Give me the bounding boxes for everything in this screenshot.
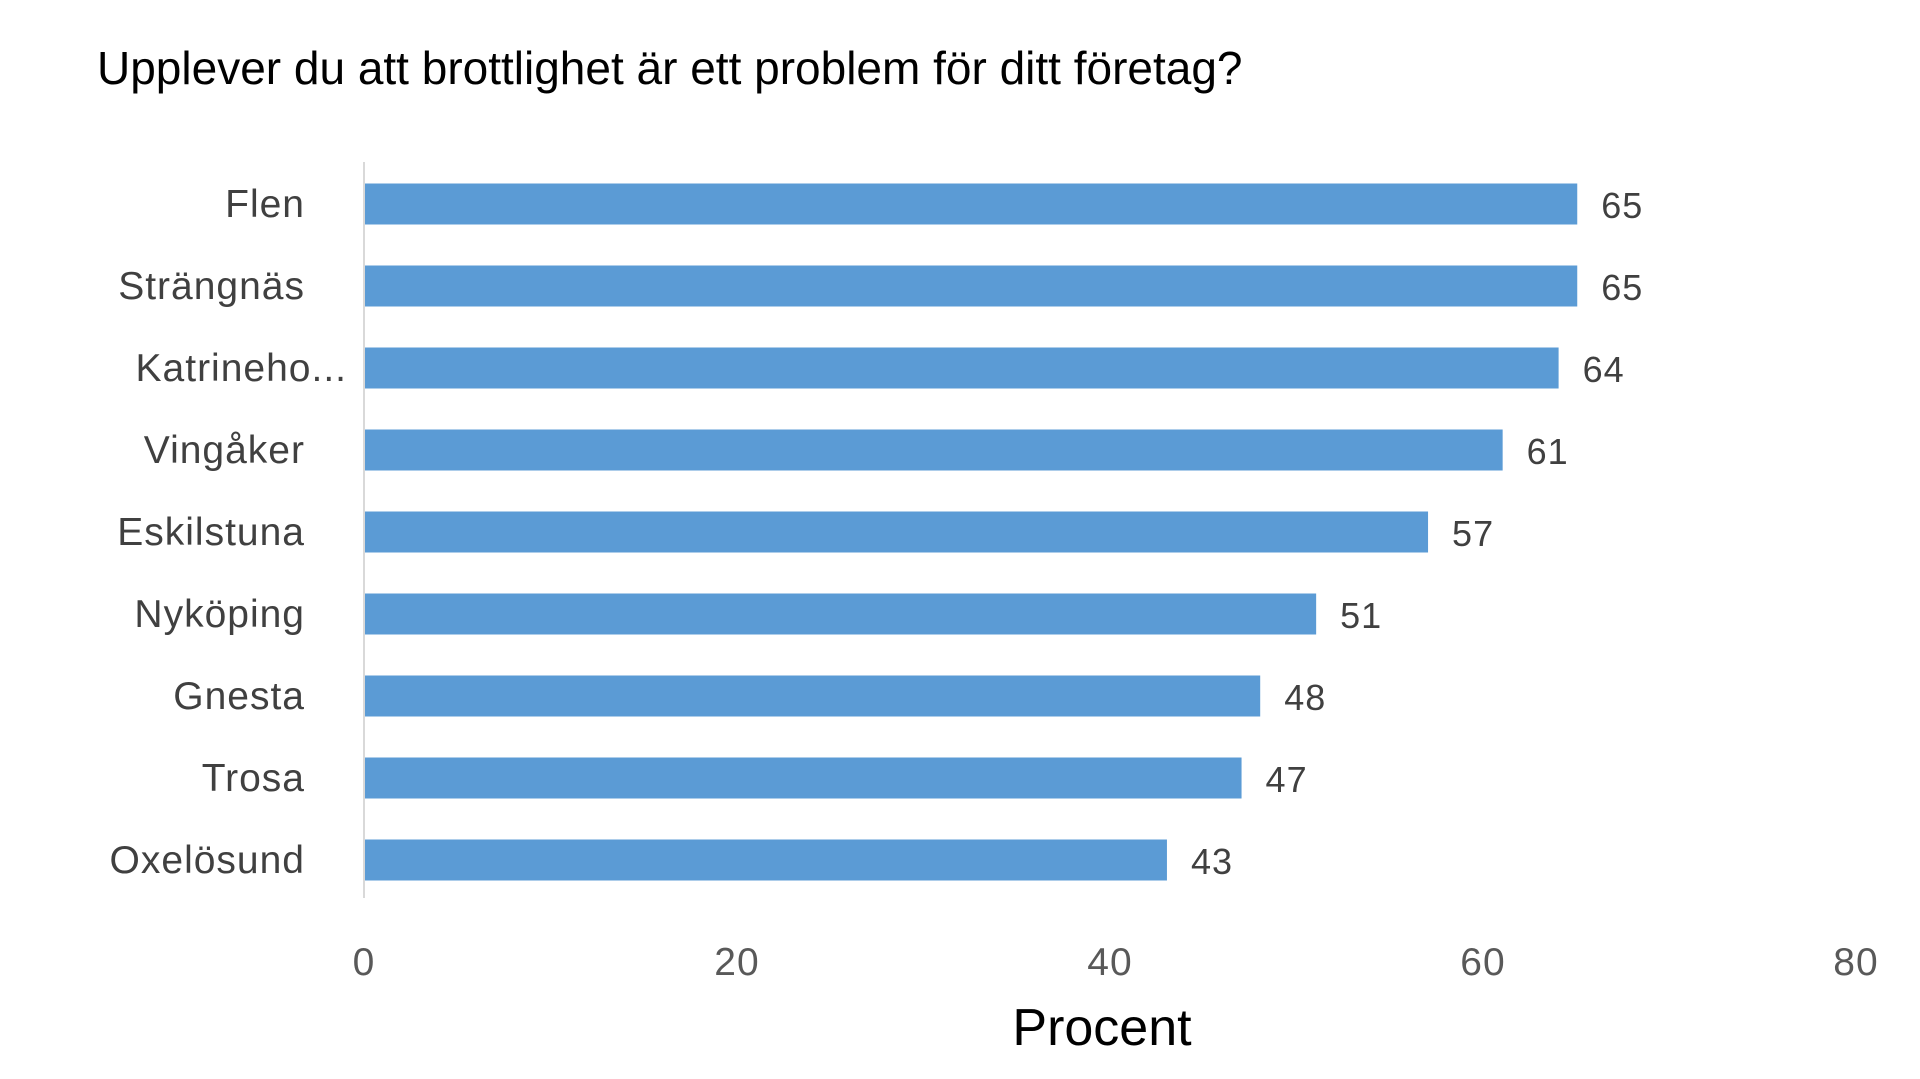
x-tick-label: 40 (1087, 941, 1132, 984)
x-axis-label: Procent (1012, 999, 1192, 1057)
data-label: 64 (1583, 349, 1625, 390)
x-tick-label: 20 (714, 941, 759, 984)
data-label: 51 (1340, 595, 1382, 636)
bar-group: Vingåker 61 (144, 429, 1569, 472)
data-label: 65 (1601, 267, 1643, 308)
x-tick-label: 60 (1460, 941, 1505, 984)
chart-title: Upplever du att brottlighet är ett probl… (97, 42, 1243, 94)
bar-group: Trosa 47 (202, 757, 1308, 800)
category-label: Eskilstuna (117, 511, 305, 554)
data-label: 61 (1527, 431, 1569, 472)
x-tick-label: 0 (353, 941, 376, 984)
bar-group: Katrineho... 64 (136, 347, 1625, 390)
bar (365, 593, 1317, 635)
data-label: 43 (1191, 841, 1233, 882)
bar (365, 839, 1167, 881)
data-label: 65 (1601, 185, 1643, 226)
bar-group: Oxelösund 43 (110, 839, 1233, 882)
x-tick-label: 80 (1833, 941, 1878, 984)
bar (365, 429, 1503, 471)
data-label: 47 (1266, 759, 1308, 800)
category-label: Oxelösund (110, 839, 305, 882)
bar-group: Flen 65 (225, 183, 1643, 226)
data-label: 48 (1284, 677, 1326, 718)
bar-group: Eskilstuna 57 (117, 511, 1494, 554)
bar (365, 183, 1578, 225)
bar-group: Gnesta 48 (173, 675, 1326, 718)
bar (365, 511, 1429, 553)
bar (365, 675, 1261, 717)
category-label: Flen (225, 183, 305, 226)
category-label: Katrineho... (136, 347, 347, 390)
category-label: Trosa (202, 757, 305, 800)
data-label: 57 (1452, 513, 1494, 554)
bar (365, 347, 1559, 389)
category-label: Gnesta (173, 675, 305, 718)
category-label: Strängnäs (118, 265, 305, 308)
category-label: Vingåker (144, 429, 305, 472)
bar-group: Nyköping 51 (134, 593, 1382, 636)
bar (365, 757, 1242, 799)
bar (365, 265, 1578, 307)
category-label: Nyköping (134, 593, 305, 636)
bar-group: Strängnäs 65 (118, 265, 1643, 308)
